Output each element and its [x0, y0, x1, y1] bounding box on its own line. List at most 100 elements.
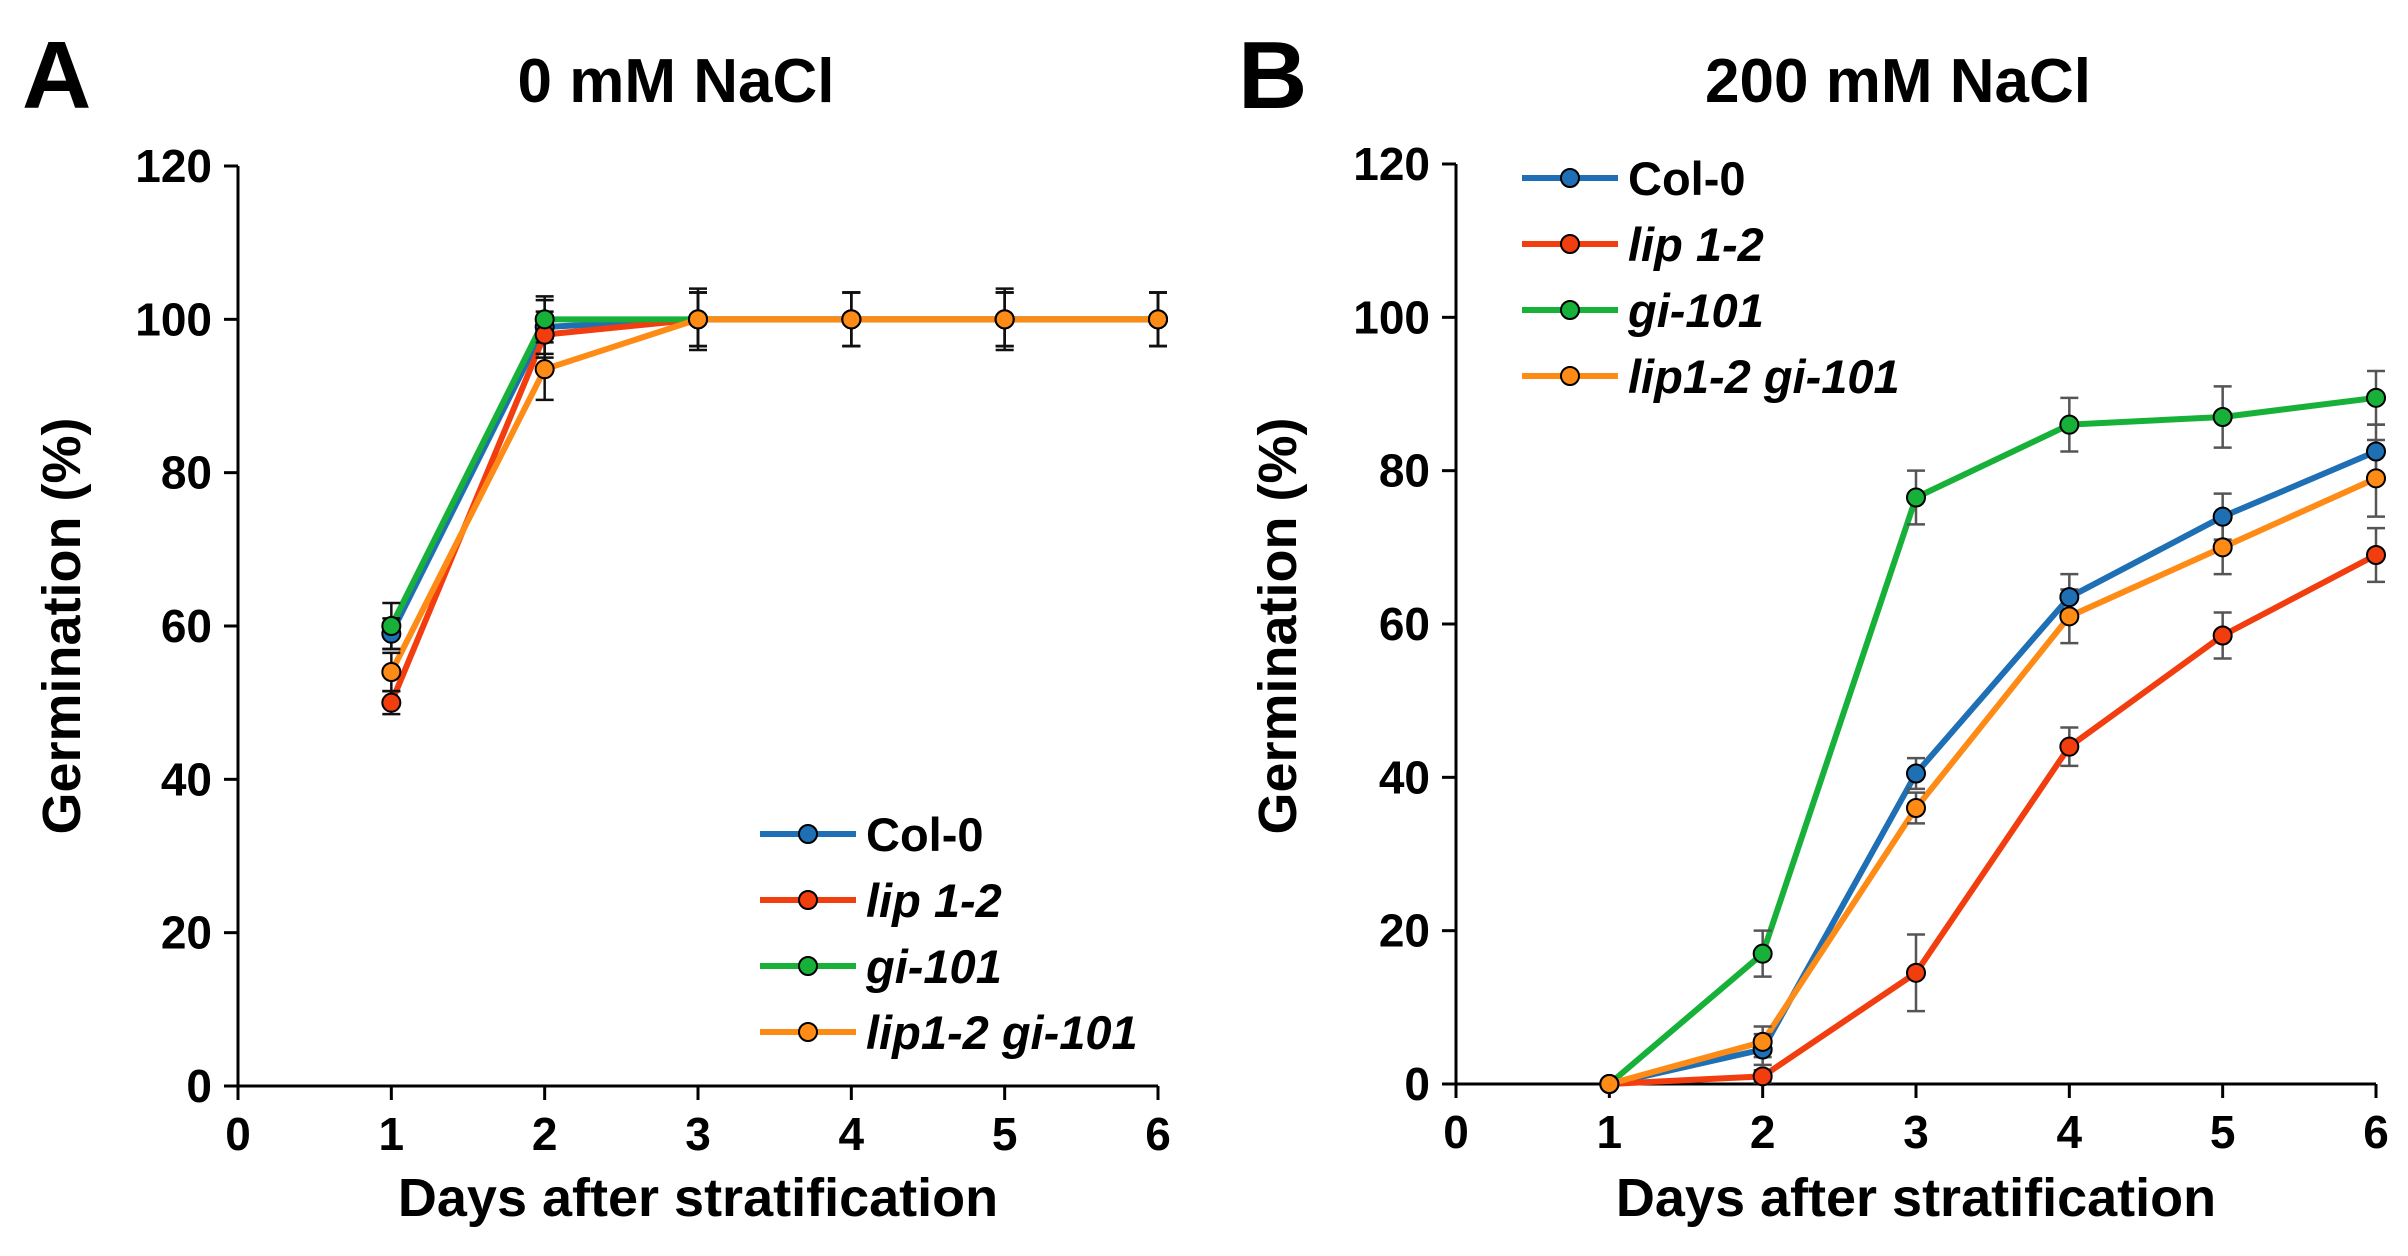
panel-a-x-tick-label: 3 [685, 1108, 711, 1160]
panel-a-legend-item: gi-101 [760, 940, 1002, 993]
panel-a-x-tick-label: 5 [992, 1108, 1018, 1160]
panel-b-legend-label: lip1-2 gi-101 [1628, 350, 1900, 403]
panel-a-data-point [688, 309, 708, 330]
panel-b-y-tick-label: 40 [1379, 751, 1430, 803]
panel-a-legend-marker [798, 890, 818, 910]
panel-b-data-point [2059, 736, 2080, 757]
panel-b-data-point [1906, 798, 1926, 818]
panel-b-data-point [1752, 943, 1773, 964]
panel-b-x-axis-label: Days after stratification [1616, 1168, 2216, 1228]
panel-b-series-line-3 [1608, 475, 2378, 1087]
panel-b-series-line-1 [1609, 552, 2378, 1087]
panel-b-y-tick-label: 60 [1379, 598, 1430, 650]
panel-b-y-tick-label: 20 [1379, 905, 1430, 957]
panel-a-legend: Col-0 lip 1-2 gi-101 lip1-2 gi-101 [760, 808, 1138, 1059]
panel-a-y-axis-label: Germination (%) [32, 417, 92, 834]
panel-a-legend-label: lip 1-2 [866, 874, 1002, 927]
panel-b-legend-label: lip 1-2 [1628, 218, 1764, 271]
panel-b-data-point [2212, 506, 2233, 527]
panel-b-x-tick-label: 5 [2210, 1106, 2236, 1158]
panel-b-legend-item: Col-0 [1522, 152, 1746, 205]
panel-a-title: 0 mM NaCl [518, 47, 835, 116]
panel-b-y-tick-label: 100 [1353, 291, 1430, 343]
panel-a-y-tick-label: 80 [161, 447, 212, 499]
panel-a-y-tick-label: 0 [186, 1060, 212, 1112]
panel-b: B 200 mM NaCl 0 20 40 60 80 100 120 0 1 2 3 4 5 6 Germ… [1238, 22, 2389, 1228]
panel-a-x-tick-label: 2 [532, 1108, 558, 1160]
panel-a-data-point [534, 359, 555, 380]
panel-a-data-point [1148, 309, 1168, 330]
panel-a-legend-item: lip1-2 gi-101 [760, 1006, 1138, 1059]
panel-b-data-point [1906, 962, 1926, 983]
panel-b-series-line-0 [1608, 448, 2378, 1087]
panel-b-x-tick-label: 0 [1443, 1106, 1469, 1158]
panel-b-data-point [2059, 414, 2080, 435]
panel-b-x-tick-label: 6 [2363, 1106, 2389, 1158]
panel-b-legend-label: Col-0 [1628, 152, 1746, 205]
panel-a-data-point [841, 309, 862, 330]
panel-b-x-tick-label: 1 [1597, 1106, 1623, 1158]
panel-b-data-point [2212, 407, 2233, 427]
panel-a: A 0 mM NaCl 0 20 40 60 80 100 120 0 1 2 3 4 5 6 Germin… [22, 22, 1171, 1228]
panel-b-legend-marker [1560, 300, 1580, 320]
panel-b-y-axis-label: Germination (%) [1248, 417, 1308, 834]
panel-b-data-point [2212, 625, 2233, 646]
panel-a-legend-marker [798, 1022, 818, 1042]
panel-b-data-point [2366, 387, 2386, 408]
panel-b-data-point [2366, 545, 2386, 565]
panel-a-legend-label: lip1-2 gi-101 [866, 1006, 1138, 1059]
panel-b-legend-item: gi-101 [1522, 284, 1764, 337]
panel-a-x-tick-label: 4 [839, 1108, 865, 1160]
panel-b-data-point [1906, 487, 1926, 508]
panel-b-y-tick-label: 0 [1404, 1058, 1430, 1110]
panel-a-x-axis-label: Days after stratification [398, 1168, 998, 1228]
panel-b-legend-marker [1560, 366, 1580, 386]
panel-b-legend-item: lip 1-2 [1522, 218, 1764, 271]
panel-a-x-tick-label: 1 [379, 1108, 405, 1160]
panel-b-y-tick-label: 80 [1379, 445, 1430, 497]
panel-a-x-tick-label: 0 [225, 1108, 251, 1160]
panel-b-x-tick-label: 3 [1903, 1106, 1929, 1158]
panel-a-y-tick-label: 60 [161, 600, 212, 652]
panel-b-legend-label: gi-101 [1627, 284, 1764, 337]
panel-a-legend-label: gi-101 [865, 940, 1002, 993]
panel-b-legend-marker [1560, 168, 1580, 188]
panel-a-x-tick-label: 6 [1145, 1108, 1171, 1160]
panel-a-series-line-1 [388, 316, 1158, 704]
panel-b-data-point [1906, 763, 1926, 784]
panel-a-y-tick-label: 100 [135, 293, 212, 345]
panel-a-series-line-3 [388, 316, 1158, 674]
panel-b-data-point [2366, 441, 2386, 462]
panel-a-y-tick-label: 120 [135, 140, 212, 192]
panel-a-data-point [381, 692, 402, 713]
panel-a-series-line-0 [388, 316, 1158, 636]
panel-b-x-tick-label: 2 [1750, 1106, 1776, 1158]
panel-a-y-tick-label: 20 [161, 907, 212, 959]
panel-b-data-point [1752, 1031, 1773, 1052]
panel-b-legend: Col-0 lip 1-2 gi-101 lip1-2 gi-101 [1522, 152, 1900, 403]
panel-a-legend-item: lip 1-2 [760, 874, 1002, 927]
panel-b-data-point [2059, 587, 2080, 608]
panel-a-data-point [534, 309, 555, 330]
panel-a-legend-label: Col-0 [866, 808, 984, 861]
panel-b-letter: B [1238, 22, 1307, 129]
panel-b-data-point [1599, 1074, 1620, 1094]
panel-b-data-point [1752, 1066, 1773, 1087]
panel-b-legend-marker [1560, 234, 1580, 254]
panel-a-legend-item: Col-0 [760, 808, 984, 861]
panel-a-y-tick-label: 40 [161, 753, 212, 805]
panel-b-title: 200 mM NaCl [1705, 47, 2091, 116]
panel-a-legend-marker [798, 824, 818, 844]
panel-a-letter: A [22, 22, 91, 129]
panel-b-y-tick-label: 120 [1353, 138, 1430, 190]
panel-b-x-tick-label: 4 [2057, 1106, 2083, 1158]
panel-b-data-point [2059, 606, 2080, 627]
panel-a-data-point [994, 309, 1015, 330]
panel-a-data-point [381, 662, 402, 682]
panel-a-series-line-2 [388, 316, 1158, 628]
panel-a-legend-marker [798, 956, 818, 976]
panel-b-data-point [2212, 537, 2233, 558]
panel-a-data-point [381, 616, 402, 636]
panel-b-data-point [2366, 468, 2386, 489]
